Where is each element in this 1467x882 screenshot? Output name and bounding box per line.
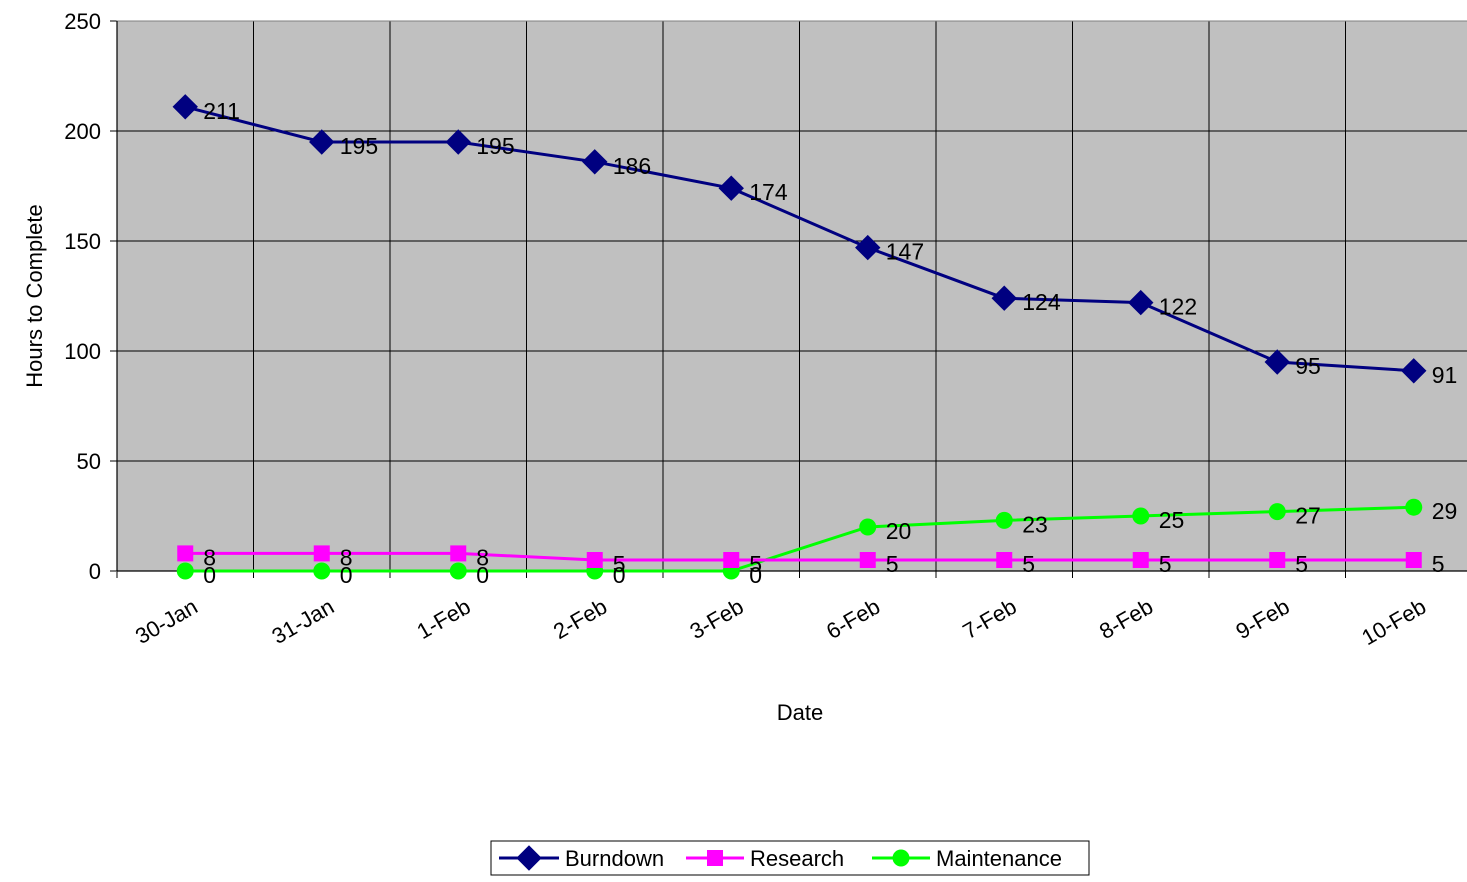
data-label: 5 xyxy=(1295,551,1308,577)
data-label: 195 xyxy=(476,133,514,159)
series-lines xyxy=(172,94,1427,580)
x-tick-label: 30-Jan xyxy=(131,594,202,649)
data-point-square xyxy=(1132,552,1149,568)
data-label: 5 xyxy=(886,551,899,577)
data-point-circle xyxy=(892,849,910,867)
series-line xyxy=(185,505,1414,573)
legend-label: Maintenance xyxy=(936,846,1062,871)
data-point-square xyxy=(1405,552,1422,568)
data-point-diamond xyxy=(855,234,881,261)
data-point-diamond xyxy=(309,129,335,155)
data-point-circle xyxy=(995,511,1013,529)
x-tick-label: 10-Feb xyxy=(1357,594,1430,651)
data-label: 5 xyxy=(613,551,626,577)
data-label: 8 xyxy=(476,544,489,570)
y-tick-label: 150 xyxy=(64,229,101,254)
y-tick-label: 50 xyxy=(77,449,101,474)
y-tick-label: 100 xyxy=(64,339,101,364)
data-label: 147 xyxy=(886,239,924,265)
data-point-circle xyxy=(859,518,877,536)
data-label: 8 xyxy=(340,544,353,570)
data-point-circle xyxy=(1405,498,1423,516)
data-label: 122 xyxy=(1159,294,1197,320)
x-tick-label: 1-Feb xyxy=(412,594,474,644)
data-point-circle xyxy=(1268,503,1286,521)
legend-item-maintenance: Maintenance xyxy=(872,846,1062,871)
data-point-circle xyxy=(313,562,331,580)
data-point-diamond xyxy=(991,285,1017,311)
series-maintenance xyxy=(176,498,1423,580)
data-label: 186 xyxy=(613,153,651,179)
data-point-square xyxy=(177,545,194,562)
data-label: 27 xyxy=(1295,503,1321,529)
data-label: 5 xyxy=(1022,551,1035,577)
legend: Burndown Research Maintenance xyxy=(490,840,1090,876)
data-point-square xyxy=(313,545,330,562)
data-point-diamond xyxy=(172,94,198,120)
x-axis-title: Date xyxy=(777,700,823,725)
data-point-square xyxy=(996,552,1013,568)
x-tick-label: 2-Feb xyxy=(549,594,611,644)
legend-item-burndown: Burndown xyxy=(499,845,664,871)
data-point-circle xyxy=(1132,507,1150,525)
data-point-diamond xyxy=(1401,358,1427,384)
x-tick-label: 7-Feb xyxy=(958,594,1020,644)
data-label: 0 xyxy=(476,562,489,588)
x-tick-label: 9-Feb xyxy=(1231,594,1293,644)
data-label: 23 xyxy=(1022,511,1048,537)
data-label: 91 xyxy=(1432,362,1458,388)
data-point-diamond xyxy=(1264,349,1290,375)
x-tick-label: 31-Jan xyxy=(267,594,338,649)
data-point-diamond xyxy=(516,845,542,871)
series-line xyxy=(185,551,1414,562)
data-point-diamond xyxy=(582,149,608,175)
data-point-square xyxy=(859,552,876,568)
y-tick-label: 250 xyxy=(64,9,101,34)
data-point-diamond xyxy=(718,175,744,201)
data-point-square xyxy=(707,850,723,866)
data-point-square xyxy=(723,552,740,568)
data-label: 8 xyxy=(203,544,216,570)
x-tick-label: 8-Feb xyxy=(1095,594,1157,644)
y-tick-label: 0 xyxy=(89,559,101,584)
data-label: 95 xyxy=(1295,353,1321,379)
data-label: 0 xyxy=(749,562,762,588)
series-line xyxy=(184,105,1414,373)
x-tick-label: 6-Feb xyxy=(822,594,884,644)
data-point-diamond xyxy=(445,129,471,155)
data-label: 0 xyxy=(613,562,626,588)
data-label: 5 xyxy=(749,551,762,577)
data-point-square xyxy=(586,552,603,568)
data-label: 25 xyxy=(1159,507,1185,533)
legend-box xyxy=(490,840,1090,876)
x-tick-label: 3-Feb xyxy=(685,594,747,644)
series-burndown xyxy=(172,94,1427,384)
y-tick-label: 200 xyxy=(64,119,101,144)
data-label: 0 xyxy=(340,562,353,588)
data-label: 5 xyxy=(1159,551,1172,577)
data-point-circle xyxy=(449,562,467,580)
legend-label: Research xyxy=(750,846,844,871)
data-label: 174 xyxy=(749,179,788,205)
data-point-square xyxy=(1269,552,1286,568)
data-label: 29 xyxy=(1432,498,1458,524)
data-point-diamond xyxy=(1128,289,1154,316)
data-label: 20 xyxy=(886,518,912,544)
legend-item-research: Research xyxy=(686,846,844,871)
y-axis-title: Hours to Complete xyxy=(22,204,47,387)
legend-label: Burndown xyxy=(565,846,664,871)
data-label: 211 xyxy=(203,98,240,124)
data-label: 124 xyxy=(1022,289,1061,315)
data-label: 5 xyxy=(1432,551,1445,577)
series-research xyxy=(177,545,1422,568)
plot-area xyxy=(117,21,1467,571)
data-point-square xyxy=(450,545,467,562)
data-label: 0 xyxy=(203,562,216,588)
data-point-circle xyxy=(176,562,194,580)
data-label: 195 xyxy=(340,133,378,159)
